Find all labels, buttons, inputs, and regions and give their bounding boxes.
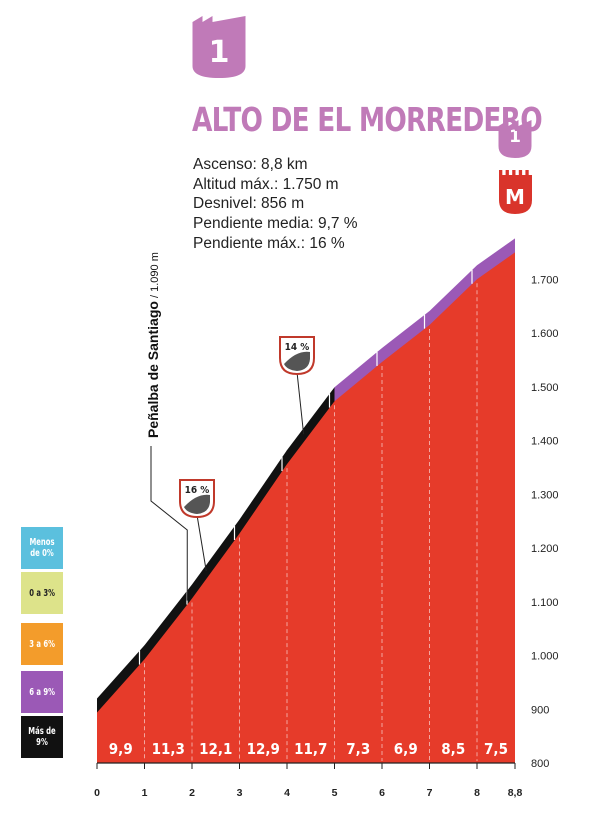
category-number: 1 — [509, 127, 521, 147]
legend-item-negative: Menos de 0% — [21, 527, 63, 569]
segment-gradient-label: 8,5 — [441, 740, 465, 758]
category-shield — [498, 120, 532, 158]
x-tick-label: 7 — [427, 787, 433, 799]
y-tick-label: 1.500 — [531, 382, 559, 394]
sign-leader — [196, 514, 207, 572]
x-tick-label: 3 — [237, 787, 243, 799]
finish-letter: M — [505, 185, 525, 209]
category-badge-finish: 1 — [498, 120, 532, 158]
y-tick-label: 1.700 — [531, 274, 559, 286]
y-tick-label: 800 — [531, 758, 549, 770]
finish-crenel — [499, 170, 503, 175]
finish-crenel — [505, 170, 509, 175]
gradient-band-2 — [192, 519, 240, 601]
x-tick-label: 4 — [284, 787, 290, 799]
gradient-band-8 — [477, 238, 515, 282]
max-gradient-sign-16: 16 % — [179, 479, 215, 572]
x-tick-label: 8,8 — [508, 787, 523, 799]
segment-gradient-label: 12,9 — [247, 740, 280, 758]
stat-ascent: Ascenso: 8,8 km — [193, 156, 308, 173]
y-tick-label: 1.600 — [531, 328, 559, 340]
gradient-band-7 — [429, 265, 477, 327]
sign-leader — [296, 371, 305, 435]
x-tick-label: 1 — [142, 787, 148, 799]
x-tick-label: 0 — [94, 787, 100, 799]
landmark-label: Peñalba de Santiago / 1.090 m — [145, 252, 161, 438]
landmark-leader — [150, 446, 188, 601]
category-badge-main: 1 — [192, 16, 246, 78]
x-tick-label: 8 — [474, 787, 480, 799]
legend-item-0-3: 0 a 3% — [21, 572, 63, 614]
gradient-band-0 — [97, 645, 145, 715]
landmark-altitude: / 1.090 m — [149, 252, 161, 301]
max-gradient-sign-14: 14 % — [279, 336, 315, 435]
segment-gradient-label: 9,9 — [109, 740, 133, 758]
climb-title: ALTO DE EL MORREDERO — [192, 100, 543, 139]
gradient-band-5 — [334, 348, 382, 404]
stat-max-gradient: Pendiente máx.: 16 % — [193, 234, 345, 252]
slope-icon — [284, 351, 310, 371]
stat-average-gradient: Pendiente media: 9,7 % — [193, 215, 358, 233]
finish-shield — [499, 175, 532, 214]
x-tick-label: 2 — [189, 787, 195, 799]
y-tick-label: 1.000 — [531, 651, 559, 663]
segment-gradient-label: 7,5 — [484, 740, 508, 758]
x-tick-label: 5 — [332, 787, 338, 799]
sign-label: 14 % — [285, 342, 310, 353]
segment-gradient-label: 12,1 — [199, 740, 232, 758]
legend-item-3-6: 3 a 6% — [21, 623, 63, 665]
gradient-band-3 — [239, 450, 287, 536]
legend-item-over-9: Más de 9% — [21, 716, 63, 758]
y-tick-label: 1.300 — [531, 489, 559, 501]
landmark-name: Peñalba de Santiago — [145, 301, 161, 438]
y-tick-label: 1.100 — [531, 597, 559, 609]
legend-item-6-9: 6 a 9% — [21, 671, 63, 713]
gradient-band-1 — [144, 584, 192, 662]
stat-elevation-gain: Desnivel: 856 m — [193, 195, 305, 213]
category-shield — [192, 16, 246, 78]
climb-stats: Ascenso: 8,8 km Altitud máx.: 1.750 m De… — [193, 155, 358, 254]
gradient-band-6 — [382, 310, 430, 365]
y-tick-label: 1.200 — [531, 543, 559, 555]
y-tick-label: 1.400 — [531, 436, 559, 448]
sign-label: 16 % — [185, 485, 210, 496]
category-number: 1 — [209, 35, 230, 70]
finish-crenel — [518, 170, 523, 175]
segment-gradient-label: 11,3 — [152, 740, 185, 758]
finish-marker: M — [499, 170, 532, 214]
finish-crenel — [512, 170, 516, 175]
x-tick-label: 6 — [379, 787, 385, 799]
gradient-band-4 — [287, 387, 335, 467]
segment-gradient-label: 11,7 — [294, 740, 327, 758]
stat-max-altitude: Altitud máx.: 1.750 m — [193, 175, 339, 193]
segment-gradient-label: 7,3 — [346, 740, 370, 758]
slope-icon — [184, 494, 210, 514]
y-tick-label: 900 — [531, 704, 549, 716]
finish-crenel — [525, 170, 529, 175]
profile-area — [97, 252, 515, 763]
segment-gradient-label: 6,9 — [394, 740, 418, 758]
